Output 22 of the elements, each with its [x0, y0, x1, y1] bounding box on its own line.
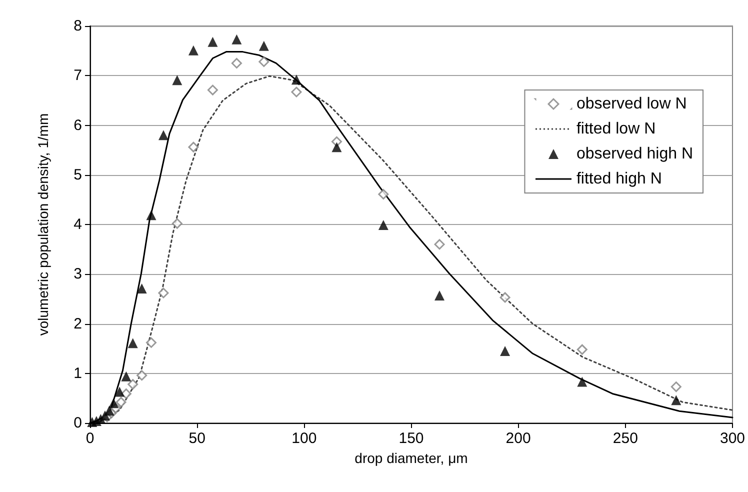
y-tick-label: 5 — [74, 166, 82, 184]
y-tick-label: 6 — [74, 116, 82, 134]
x-tick-label: 300 — [720, 430, 745, 447]
x-tick-label: 0 — [86, 430, 94, 447]
y-tick-label: 7 — [74, 67, 82, 84]
y-tick-label: 3 — [74, 266, 82, 283]
legend-label: fitted high N — [576, 170, 662, 188]
x-tick-label: 250 — [612, 430, 638, 447]
x-tick-label: 150 — [398, 430, 424, 447]
y-tick-label: 0 — [74, 414, 82, 432]
x-tick-label: 200 — [506, 430, 531, 447]
y-tick-label: 1 — [74, 364, 82, 382]
y-axis-title: volumetric population density, 1/mm — [35, 113, 51, 336]
legend-label: fitted low N — [576, 120, 656, 138]
x-tick-label: 100 — [292, 430, 317, 447]
x-axis-title: drop diameter, μm — [354, 450, 468, 466]
y-tick-label: 4 — [74, 216, 82, 233]
legend-label: observed low N — [576, 96, 687, 112]
y-tick-label: 2 — [74, 315, 82, 332]
legend-label: observed high N — [576, 146, 693, 162]
x-tick-label: 50 — [188, 430, 206, 447]
y-tick-label: 8 — [74, 18, 82, 34]
